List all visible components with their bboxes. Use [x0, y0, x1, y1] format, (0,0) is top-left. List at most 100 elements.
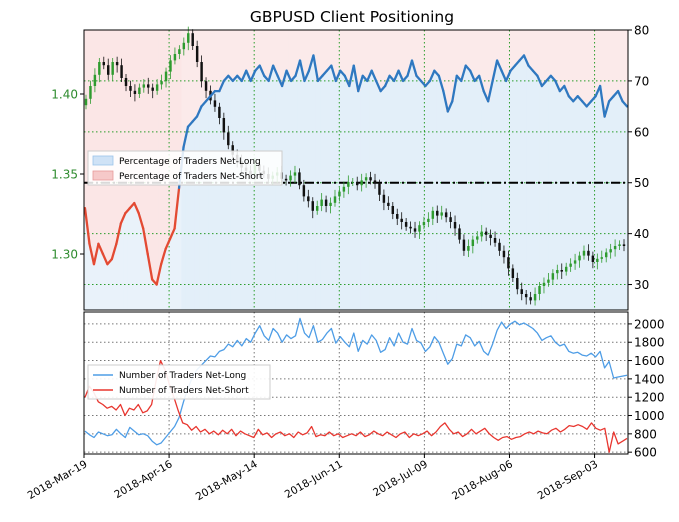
candle-body — [374, 180, 376, 183]
right-axis-tick-label: 70 — [634, 74, 649, 88]
net-long-shade-column — [432, 71, 437, 310]
net-long-shade-column — [105, 264, 110, 310]
candle-body — [134, 91, 136, 94]
net-long-shade-column — [490, 81, 495, 310]
candle-body — [107, 65, 109, 75]
net-long-shade-column — [284, 71, 289, 310]
net-long-shade-column — [195, 117, 200, 310]
net-long-shade-column — [150, 279, 155, 310]
candle-body — [578, 256, 580, 261]
net-short-shade-column — [468, 30, 473, 71]
net-long-shade-column — [231, 81, 236, 310]
candle-body — [200, 62, 202, 81]
net-short-shade-column — [455, 30, 460, 76]
candle-body — [574, 260, 576, 263]
net-long-shade-column — [213, 91, 218, 310]
net-long-shade-column — [620, 101, 625, 310]
net-long-shade-column — [280, 86, 285, 310]
legend-top: Percentage of Traders Net-Long Percentag… — [88, 151, 282, 185]
candle-body — [387, 203, 389, 206]
candle-body — [449, 217, 451, 222]
candle-body — [89, 86, 91, 99]
net-long-shade-column — [128, 208, 133, 310]
net-long-shade-column — [428, 81, 433, 310]
left-axis-tick-label: 1.30 — [51, 248, 78, 262]
candle-body — [85, 99, 87, 105]
net-long-shade-column — [540, 86, 545, 310]
net-short-shade-column — [620, 30, 625, 101]
candle-body — [618, 244, 620, 246]
candle-body — [294, 172, 296, 175]
net-short-shade-column — [163, 30, 168, 249]
net-long-shade-column — [271, 66, 276, 310]
net-short-shade-column — [329, 30, 334, 66]
candle-body — [98, 62, 100, 75]
net-long-shade-column — [369, 71, 374, 310]
net-long-shade-column — [477, 76, 482, 310]
net-short-shade-column — [558, 30, 563, 91]
net-short-shade-column — [105, 30, 110, 264]
candle-body — [111, 62, 113, 75]
net-short-shade-column — [365, 30, 370, 81]
candle-body — [525, 294, 527, 297]
net-long-shade-column — [320, 76, 325, 310]
net-short-shade-column — [584, 30, 589, 106]
net-long-shade-column — [199, 106, 204, 310]
count-axis-tick-label: 800 — [634, 427, 657, 441]
candle-body — [583, 251, 585, 256]
left-axis-tick-label: 1.40 — [51, 88, 78, 102]
candle-body — [160, 81, 162, 84]
candle-body — [227, 132, 229, 145]
net-long-shade-column — [450, 101, 455, 310]
net-short-shade-column — [477, 30, 482, 76]
net-short-shade-column — [549, 30, 554, 76]
candle-body — [343, 187, 345, 192]
net-long-shade-column — [316, 81, 321, 310]
net-long-shade-column — [499, 71, 504, 310]
candle-body — [103, 62, 105, 65]
candle-body — [303, 185, 305, 196]
net-long-shade-column — [298, 61, 303, 310]
candle-body — [338, 192, 340, 197]
candle-body — [156, 84, 158, 90]
net-long-shade-column — [495, 61, 500, 310]
net-long-shade-column — [262, 76, 267, 310]
right-axis-tick-label: 30 — [634, 278, 649, 292]
candle-body — [440, 212, 442, 215]
candle-body — [120, 65, 122, 78]
net-long-shade-column — [575, 96, 580, 310]
net-long-shade-column — [132, 203, 137, 310]
candle-body — [138, 88, 140, 94]
net-short-shade-column — [504, 30, 509, 81]
candle-body — [214, 100, 216, 106]
net-short-shade-column — [540, 30, 545, 86]
net-short-shade-column — [123, 30, 128, 213]
candle-body — [534, 294, 536, 300]
net-long-shade-column — [414, 76, 419, 310]
candle-body — [467, 246, 469, 251]
net-long-shade-column — [172, 229, 177, 310]
net-short-shade-column — [463, 30, 468, 66]
net-short-shade-column — [240, 30, 245, 81]
candle-body — [325, 200, 327, 206]
candle-body — [334, 196, 336, 202]
net-long-shade-column — [607, 101, 612, 310]
net-long-shade-column — [114, 244, 119, 310]
net-long-shade-column — [517, 61, 522, 310]
candle-body — [183, 43, 185, 49]
net-short-shade-column — [401, 30, 406, 81]
net-long-shade-column — [163, 249, 168, 310]
net-long-shade-column — [405, 76, 410, 310]
candle-body — [489, 235, 491, 238]
net-short-shade-column — [92, 30, 97, 264]
legend-net-long-label: Percentage of Traders Net-Long — [119, 157, 261, 167]
candle-body — [436, 211, 438, 216]
net-short-shade-column — [222, 30, 227, 81]
candle-body — [445, 212, 447, 217]
net-long-shade-column — [266, 81, 271, 310]
right-axis-tick-label: 40 — [634, 227, 649, 241]
candle-body — [480, 232, 482, 237]
net-long-shade-column — [562, 86, 567, 310]
net-short-shade-column — [589, 30, 594, 101]
candle-body — [498, 243, 500, 251]
